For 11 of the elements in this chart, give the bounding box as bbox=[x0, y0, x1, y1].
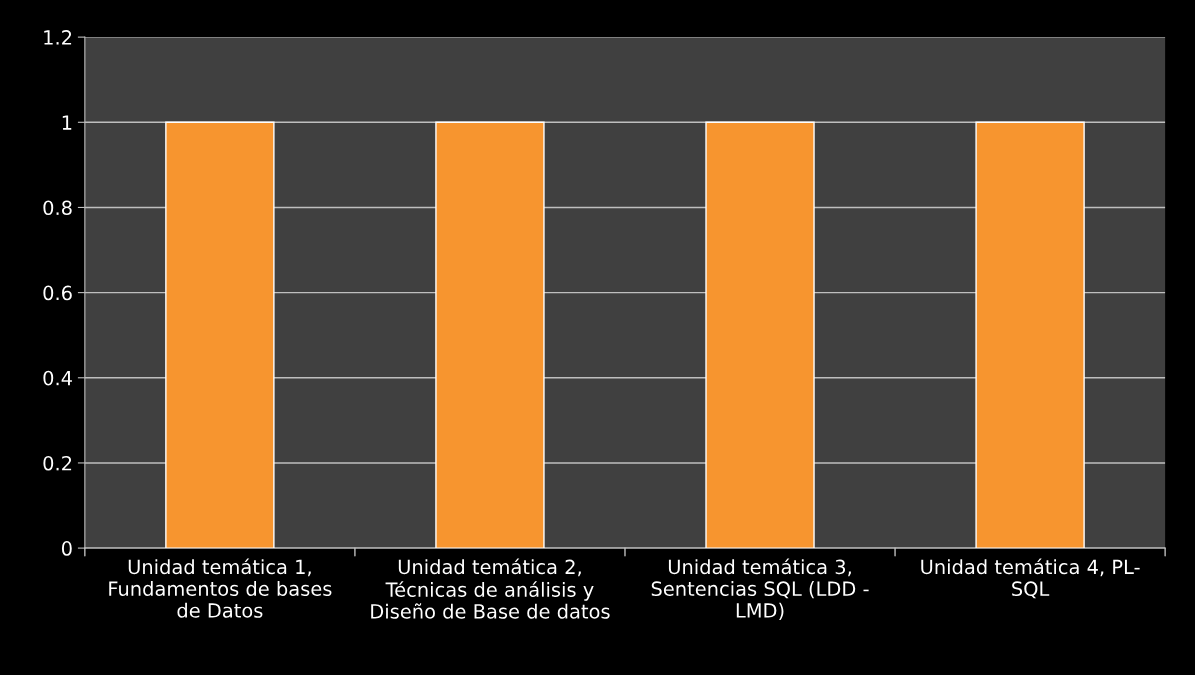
x-tick-label: Unidad temática 3, Sentencias SQL (LDD - LMD) bbox=[651, 558, 869, 621]
y-tick-label: 0.2 bbox=[43, 455, 72, 471]
y-tick-label: 0.8 bbox=[43, 200, 72, 216]
x-tick-label: Unidad temática 4, PL- SQL bbox=[921, 558, 1140, 599]
y-tick-label: 0.6 bbox=[43, 285, 72, 301]
x-tick-label: Unidad temática 1, Fundamentos de bases de Datos bbox=[109, 558, 332, 618]
y-tick-label: 1 bbox=[62, 115, 72, 130]
x-tick-label: Unidad temática 2, Técnicas de análisis y Diseño de Base de datos bbox=[371, 558, 610, 619]
y-tick-label: 0.4 bbox=[43, 370, 72, 386]
y-tick-label: 1.2 bbox=[44, 30, 72, 45]
y-tick-label: 0 bbox=[61, 541, 72, 556]
